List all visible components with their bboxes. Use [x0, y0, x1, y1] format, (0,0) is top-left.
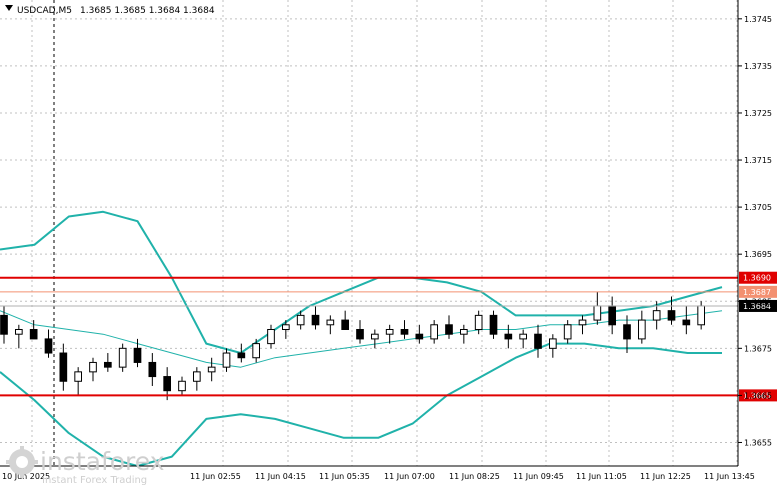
candle-body — [74, 371, 83, 382]
x-tick-label: 11 Jun 04:15 — [255, 472, 306, 481]
candles — [0, 291, 706, 401]
y-tick-label: 1.3735 — [744, 62, 772, 71]
candle-body — [652, 310, 661, 321]
candle-body — [474, 314, 483, 330]
level-badge — [739, 285, 777, 298]
candle-body — [697, 305, 706, 326]
candle-body — [385, 328, 394, 335]
x-tick-label-partial: 10 Jun 2025 — [2, 472, 50, 481]
x-tick-label: 11 Jun 13:45 — [704, 472, 755, 481]
candle-body — [623, 324, 631, 340]
candle-body — [370, 333, 379, 340]
candle-body — [548, 338, 557, 349]
candle-body — [281, 324, 290, 330]
y-tick-label: 1.3655 — [744, 438, 772, 447]
x-tick-label: 11 Jun 09:45 — [513, 472, 564, 481]
bollinger-upper-line — [0, 210, 723, 354]
candle-body — [519, 333, 528, 340]
y-tick-label: 1.3705 — [744, 203, 772, 212]
candle-body — [192, 371, 201, 382]
level-label: 1.3665 — [743, 391, 771, 400]
watermark-brand: instaforex — [40, 447, 165, 476]
candle-body — [207, 366, 216, 373]
candle-body — [163, 376, 172, 392]
bollinger-middle-line — [0, 310, 723, 368]
y-tick-label: 1.3745 — [744, 15, 772, 24]
candle-body — [326, 319, 335, 326]
level-badge — [739, 271, 777, 284]
level-label: 1.3687 — [743, 288, 771, 297]
candle-body — [459, 328, 468, 335]
candle-body — [296, 314, 305, 326]
candle-body — [682, 319, 691, 326]
y-tick-label: 1.3725 — [744, 109, 772, 118]
x-tick-label: 11 Jun 12:25 — [640, 472, 691, 481]
symbol-label: USDCAD,M5 — [17, 6, 72, 16]
candle-body — [563, 324, 572, 340]
level-badge — [739, 389, 777, 402]
y-tick-label: 1.3675 — [744, 344, 772, 353]
ohlc-readout: 1.3685 1.3685 1.3684 1.3684 — [80, 6, 215, 16]
x-tick-label: 11 Jun 08:25 — [449, 472, 500, 481]
x-tick-label: 11 Jun 07:00 — [384, 472, 435, 481]
candle-body — [504, 333, 513, 340]
axes: 1.3745 1.3735 1.3725 1.3715 1.3705 1.3695 1.36… — [0, 0, 772, 481]
candle-body — [593, 305, 602, 321]
candle-body — [608, 305, 617, 326]
bollinger-lower-line — [0, 342, 722, 467]
bollinger-bands — [0, 210, 723, 467]
candle-body — [59, 352, 68, 382]
candle-body — [29, 328, 38, 340]
watermark-tagline: Instant Forex Trading — [42, 475, 147, 486]
level-label: 1.3690 — [743, 274, 771, 283]
candle-body — [133, 347, 142, 363]
current-price-badge — [739, 299, 777, 312]
instaforex-watermark: instaforex Instant Forex Trading — [6, 446, 246, 486]
current-price-label: 1.3684 — [743, 302, 771, 311]
y-tick-label: 1.3665 — [744, 391, 772, 400]
candle-body — [430, 324, 439, 340]
candle-body — [118, 347, 127, 368]
candle-body — [0, 314, 8, 335]
y-tick-label: 1.3695 — [744, 250, 772, 259]
candle-body — [356, 328, 364, 340]
x-tick-label: 11 Jun 11:05 — [576, 472, 627, 481]
caret-down-icon[interactable] — [5, 5, 13, 11]
y-tick-label: 1.3715 — [744, 156, 772, 165]
candle-body — [103, 361, 112, 368]
candle-body — [534, 333, 542, 349]
candle-body — [637, 319, 646, 340]
candle-body — [489, 314, 498, 335]
candle-body — [178, 380, 186, 392]
candle-body — [44, 338, 53, 354]
candle-body — [14, 328, 23, 335]
candle-body — [89, 361, 97, 373]
chart-header: USDCAD,M5 1.3685 1.3685 1.3684 1.3684 — [5, 5, 215, 16]
candle-body — [667, 310, 676, 321]
x-tick-label: 11 Jun 05:35 — [319, 472, 370, 481]
candle-body — [267, 328, 275, 345]
candle-body — [578, 319, 587, 326]
candle-body — [415, 333, 424, 340]
candle-body — [341, 319, 350, 330]
instaforex-logo-icon — [6, 446, 38, 478]
candle-body — [237, 352, 246, 359]
candle-body — [148, 361, 157, 378]
y-tick-label: 1.3685 — [744, 297, 772, 306]
candle-body — [400, 328, 409, 335]
candle-body — [222, 352, 231, 368]
candle-body — [445, 324, 453, 335]
x-tick-label: 11 Jun 02:55 — [190, 472, 241, 481]
candle-body — [311, 314, 320, 326]
price-levels: 1.3690 1.3687 1.3665 1.3684 — [0, 271, 777, 402]
candle-body — [252, 343, 261, 359]
